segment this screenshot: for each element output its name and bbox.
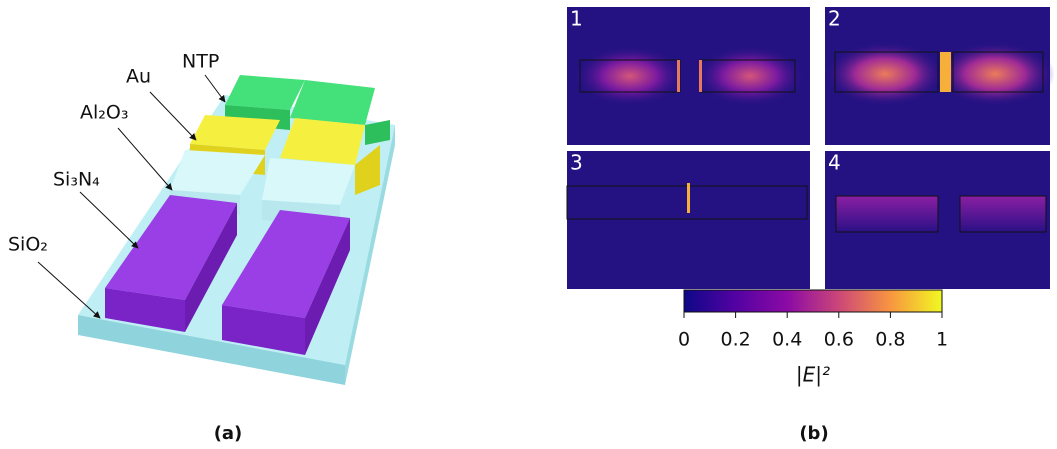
map (825, 151, 1050, 289)
tick-label: 0.8 (875, 329, 905, 351)
layer-label: SiO₂ (8, 234, 48, 256)
caption: (b) (799, 423, 828, 444)
map-number: 1 (570, 7, 583, 31)
caption: (a) (214, 423, 243, 444)
map-number: 3 (570, 151, 583, 175)
tick-label: 0.2 (720, 329, 750, 351)
map (825, 7, 1055, 145)
tick-label: 1 (936, 329, 948, 351)
layer-label: Al₂O₃ (80, 102, 128, 124)
layer-label: Si₃N₄ (53, 169, 100, 191)
colorbar-label: |E|² (796, 363, 830, 387)
colorbar (684, 290, 942, 312)
map-number: 2 (828, 7, 841, 31)
layer-label: NTP (182, 51, 219, 73)
figure: NTP Au Al₂O₃ Si₃N₄ SiO₂ (a) 1 2 3 4 0 0.2 0.4 0.6 0… (0, 0, 1057, 449)
tick-label: 0.6 (824, 329, 854, 351)
tick-label: 0.4 (772, 329, 802, 351)
layer-label: Au (126, 66, 151, 88)
map (567, 7, 810, 145)
map (567, 151, 810, 289)
map-number: 4 (828, 151, 841, 175)
tick-label: 0 (678, 329, 690, 351)
